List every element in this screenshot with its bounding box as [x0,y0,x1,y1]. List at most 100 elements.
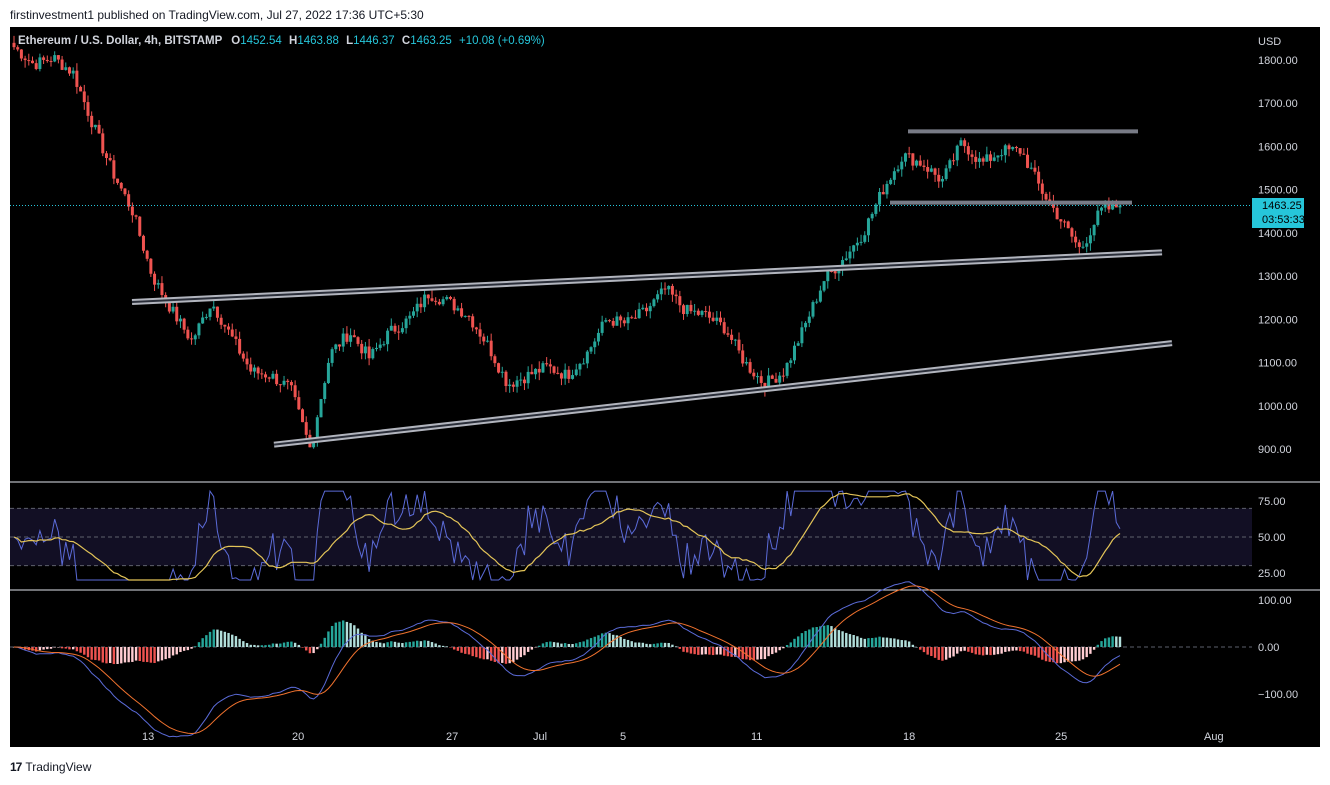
candle-body[interactable] [64,67,68,70]
candle-body[interactable] [330,349,334,363]
candle-body[interactable] [271,373,275,379]
candle-body[interactable] [804,322,808,328]
candle-body[interactable] [297,397,301,410]
candle-body[interactable] [737,339,741,351]
candle-body[interactable] [1037,171,1041,184]
candle-body[interactable] [67,67,71,74]
candle-body[interactable] [911,153,915,166]
candle-body[interactable] [1003,145,1007,156]
candle-body[interactable] [101,133,105,154]
candle-body[interactable] [596,332,600,342]
candle-body[interactable] [996,155,1000,158]
candle-body[interactable] [896,169,900,172]
candle-body[interactable] [966,146,970,155]
candle-body[interactable] [719,317,723,323]
candle-body[interactable] [30,60,34,64]
candle-body[interactable] [71,70,75,74]
candle-body[interactable] [530,371,534,375]
candle-body[interactable] [489,340,493,357]
candle-body[interactable] [275,373,279,385]
candle-body[interactable] [38,57,42,69]
candle-body[interactable] [881,191,885,195]
candle-body[interactable] [286,380,290,383]
candle-body[interactable] [363,346,367,354]
candle-body[interactable] [245,358,249,365]
candle-body[interactable] [693,310,697,312]
candle-body[interactable] [537,368,541,373]
candle-body[interactable] [800,327,804,344]
candle-body[interactable] [186,329,190,339]
candle-body[interactable] [641,307,645,310]
candle-body[interactable] [116,178,120,183]
candle-body[interactable] [770,375,774,379]
candle-body[interactable] [563,369,567,379]
candle-body[interactable] [193,335,197,340]
candle-body[interactable] [1044,193,1048,200]
candle-body[interactable] [755,376,759,378]
candle-body[interactable] [781,375,785,377]
candle-body[interactable] [970,154,974,157]
candle-body[interactable] [818,290,822,302]
candle-body[interactable] [371,349,375,359]
candle-body[interactable] [141,235,145,251]
candle-body[interactable] [338,344,342,347]
candle-body[interactable] [252,367,256,372]
candle-body[interactable] [49,61,53,63]
candle-body[interactable] [45,59,49,62]
candle-body[interactable] [593,341,597,348]
candle-body[interactable] [582,363,586,365]
candle-body[interactable] [497,363,501,373]
candle-body[interactable] [79,86,83,92]
candle-body[interactable] [833,271,837,274]
candle-body[interactable] [541,363,545,373]
candle-body[interactable] [278,384,282,386]
candle-body[interactable] [748,362,752,373]
candle-body[interactable] [301,409,305,423]
candle-body[interactable] [360,343,364,354]
candle-body[interactable] [630,317,634,319]
candle-body[interactable] [696,310,700,315]
candle-body[interactable] [234,336,238,339]
candle-body[interactable] [548,364,552,367]
candle-body[interactable] [419,303,423,308]
candle-body[interactable] [963,140,967,147]
candle-body[interactable] [382,344,386,346]
candle-body[interactable] [622,320,626,324]
candle-body[interactable] [485,340,489,342]
candle-body[interactable] [511,384,515,387]
candle-body[interactable] [552,366,556,373]
candle-body[interactable] [704,311,708,313]
candle-body[interactable] [556,372,560,374]
candle-body[interactable] [578,363,582,370]
candle-body[interactable] [493,356,497,364]
candle-body[interactable] [149,258,153,274]
candle-body[interactable] [1040,183,1044,194]
candle-body[interactable] [619,316,623,321]
candle-body[interactable] [522,379,526,384]
candle-body[interactable] [682,305,686,315]
candle-body[interactable] [852,245,856,252]
candle-body[interactable] [1100,207,1104,211]
candle-body[interactable] [685,304,689,315]
candle-body[interactable] [707,311,711,318]
candle-body[interactable] [844,258,848,261]
candle-body[interactable] [415,303,419,312]
candle-body[interactable] [608,320,612,322]
candle-body[interactable] [504,371,508,387]
candle-body[interactable] [700,311,704,315]
candle-body[interactable] [426,294,430,299]
candle-body[interactable] [656,294,660,300]
candle-body[interactable] [249,364,253,372]
candle-body[interactable] [715,317,719,321]
candle-body[interactable] [822,281,826,291]
candle-body[interactable] [767,375,771,391]
candle-body[interactable] [42,57,46,60]
candle-body[interactable] [989,154,993,161]
candle-body[interactable] [807,316,811,323]
candle-body[interactable] [397,331,401,333]
candle-body[interactable] [230,329,234,337]
candle-body[interactable] [940,178,944,182]
candle-body[interactable] [870,213,874,219]
candle-body[interactable] [145,250,149,259]
candle-body[interactable] [1055,207,1059,220]
